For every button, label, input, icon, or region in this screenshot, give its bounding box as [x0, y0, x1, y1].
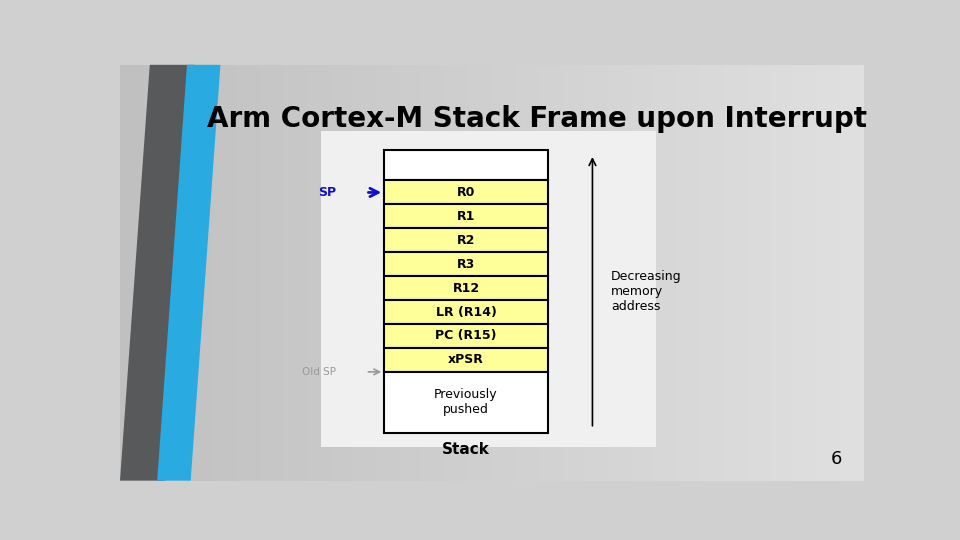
Text: R3: R3	[457, 258, 475, 271]
Bar	[384, 228, 548, 252]
Bar	[384, 276, 548, 300]
Text: Stack: Stack	[442, 442, 490, 457]
Polygon shape	[157, 65, 221, 481]
Text: PC (R15): PC (R15)	[435, 329, 496, 342]
Bar	[384, 324, 548, 348]
Text: R2: R2	[457, 234, 475, 247]
Text: Decreasing
memory
address: Decreasing memory address	[611, 270, 682, 313]
Text: Previously
pushed: Previously pushed	[434, 388, 498, 416]
Bar	[384, 180, 548, 205]
Bar	[384, 348, 548, 372]
Bar	[384, 252, 548, 276]
Bar	[321, 131, 656, 447]
Text: R12: R12	[452, 282, 480, 295]
Text: R0: R0	[457, 186, 475, 199]
Text: SP: SP	[318, 186, 336, 199]
Polygon shape	[120, 65, 194, 481]
Bar	[384, 372, 548, 433]
Text: Arm Cortex-M Stack Frame upon Interrupt: Arm Cortex-M Stack Frame upon Interrupt	[206, 105, 867, 133]
Text: Old SP: Old SP	[301, 367, 336, 377]
Text: 6: 6	[830, 450, 842, 468]
Bar	[384, 300, 548, 324]
Bar	[384, 150, 548, 180]
Text: R1: R1	[457, 210, 475, 223]
Text: LR (R14): LR (R14)	[436, 306, 496, 319]
Bar	[384, 205, 548, 228]
Text: xPSR: xPSR	[448, 353, 484, 367]
